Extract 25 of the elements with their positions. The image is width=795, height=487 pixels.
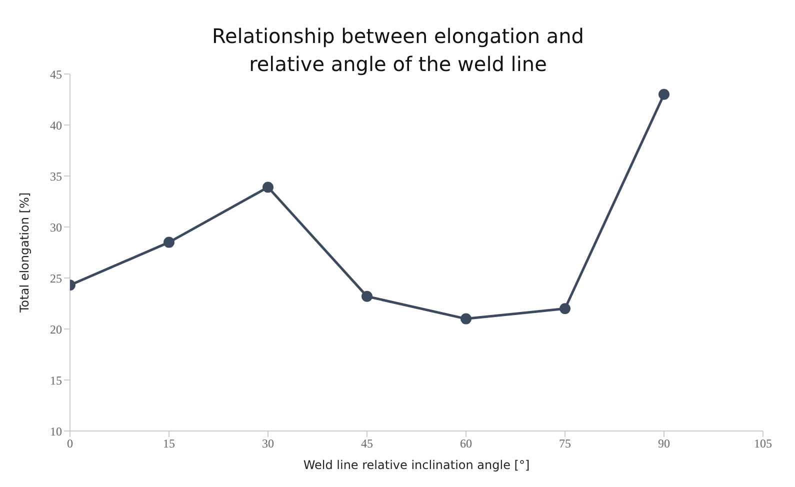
y-axis-title: Total elongation [%]	[17, 192, 32, 314]
y-tick-label: 15	[50, 373, 62, 388]
chart-title: Relationship between elongation and relative angle of the weld line	[211, 23, 585, 78]
x-axis-title: Weld line relative inclination angle [°]	[303, 458, 530, 472]
x-tick-label: 15	[163, 436, 175, 451]
x-tick-label: 60	[460, 436, 472, 451]
x-tick-label: 75	[559, 436, 571, 451]
x-tick-label: 30	[262, 436, 274, 451]
y-tick-label: 45	[50, 67, 62, 82]
y-tick-label: 40	[50, 118, 62, 132]
y-tick-label: 10	[50, 424, 62, 438]
y-tick-label: 35	[50, 169, 62, 184]
x-tick-label: 90	[658, 436, 670, 451]
point	[460, 313, 472, 324]
x-tick-label: 105	[754, 436, 772, 451]
point	[658, 88, 670, 100]
point	[262, 182, 274, 193]
y-tick-label: 20	[50, 322, 62, 336]
x-tick-label: 0	[67, 436, 73, 451]
y-tick-label: 30	[50, 220, 62, 234]
point	[362, 290, 372, 302]
x-tick-label: 45	[361, 436, 373, 451]
point	[560, 303, 570, 314]
y-tick-label: 25	[50, 271, 62, 286]
point	[164, 236, 174, 248]
